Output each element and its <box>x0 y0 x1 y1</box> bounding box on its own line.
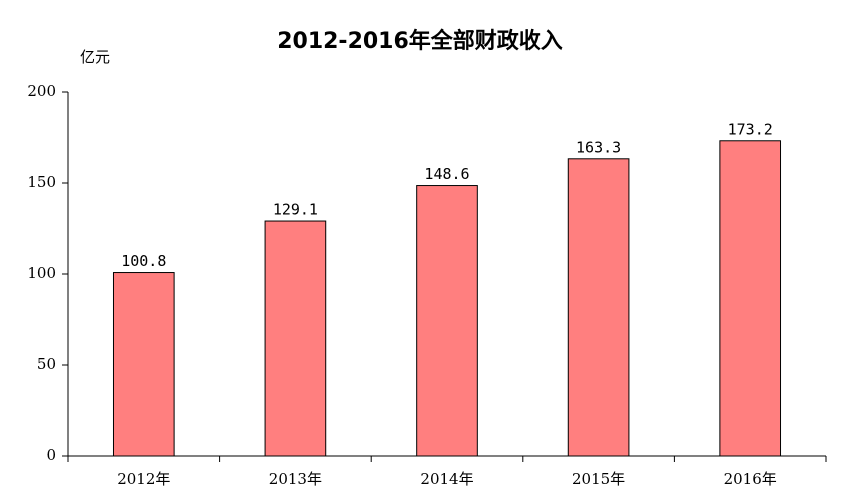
chart-title: 2012-2016年全部财政收入 <box>277 28 563 54</box>
x-tick-label: 2014年 <box>420 470 473 488</box>
y-tick-label: 50 <box>37 355 56 373</box>
y-tick-label: 0 <box>46 446 56 464</box>
y-tick-label: 200 <box>27 82 56 100</box>
bar <box>719 140 782 457</box>
y-tick-label: 100 <box>27 264 56 282</box>
x-tick-label: 2016年 <box>724 470 777 488</box>
value-label: 173.2 <box>728 120 773 138</box>
value-label: 148.6 <box>424 165 469 183</box>
x-tick-label: 2015年 <box>572 470 625 488</box>
bar <box>567 158 630 457</box>
bar <box>264 220 327 457</box>
value-label: 100.8 <box>121 252 166 270</box>
bar <box>416 185 478 457</box>
x-tick-label: 2012年 <box>117 470 170 488</box>
bar <box>112 272 175 457</box>
y-axis-label: 亿元 <box>80 48 110 66</box>
x-tick-label: 2013年 <box>269 470 322 488</box>
value-label: 129.1 <box>273 201 318 219</box>
y-tick-label: 150 <box>27 173 56 191</box>
value-label: 163.3 <box>576 138 621 156</box>
